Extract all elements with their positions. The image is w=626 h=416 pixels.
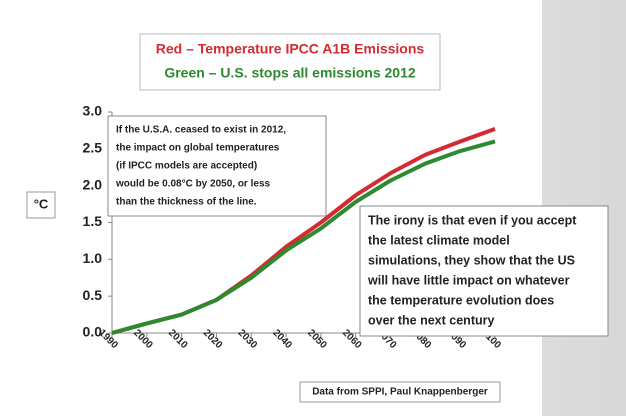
annotation-line: simulations, they show that the US [368, 253, 575, 267]
y-axis-label: °C [34, 196, 49, 211]
series-line [111, 139, 496, 335]
annotation-line: the latest climate model [368, 233, 510, 247]
annotation-line: The irony is that even if you accept [368, 213, 577, 227]
y-tick-label: 1.0 [83, 250, 103, 266]
annotation-line: the impact on global temperatures [116, 143, 280, 154]
annotation-line: over the next century [368, 313, 494, 327]
source: Data from SPPI, Paul Knappenberger [312, 387, 488, 398]
y-tick-label: 2.0 [83, 176, 103, 192]
annotation-line: would be 0.08°C by 2050, or less [115, 179, 271, 190]
y-tick-label: 3.0 [83, 103, 103, 119]
y-label-box [26, 191, 56, 219]
source-box [299, 381, 501, 403]
title-line: Red – Temperature IPCC A1B Emissions [156, 41, 425, 57]
annotation-line: than the thickness of the line. [116, 197, 257, 208]
annotation-line: (if IPCC models are accepted) [116, 161, 257, 172]
annotation-line: will have little impact on whatever [367, 273, 570, 287]
y-tick-label: 0.0 [83, 324, 103, 340]
y-tick-label: 1.5 [83, 213, 103, 229]
annotation-box [359, 205, 609, 337]
title-box [139, 33, 441, 91]
annotation-line: the temperature evolution does [368, 293, 554, 307]
annotation-line: If the U.S.A. ceased to exist in 2012, [116, 125, 286, 136]
y-tick-label: 2.5 [83, 140, 103, 156]
title-line: Green – U.S. stops all emissions 2012 [164, 65, 416, 81]
annotation-box [107, 115, 327, 217]
y-tick-label: 0.5 [83, 287, 103, 303]
